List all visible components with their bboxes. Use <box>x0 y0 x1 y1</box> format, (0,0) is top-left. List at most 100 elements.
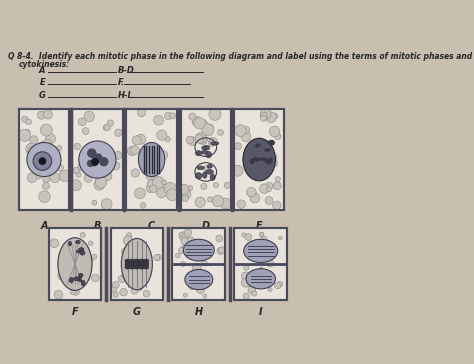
Circle shape <box>147 180 155 188</box>
Circle shape <box>123 236 132 245</box>
Circle shape <box>248 273 252 277</box>
Circle shape <box>198 135 208 145</box>
Circle shape <box>104 124 110 131</box>
Circle shape <box>265 182 273 190</box>
Circle shape <box>103 146 111 153</box>
Circle shape <box>155 149 161 156</box>
Circle shape <box>202 261 208 266</box>
Circle shape <box>201 183 207 190</box>
Text: cytokinesis:: cytokinesis: <box>18 60 70 69</box>
Circle shape <box>164 182 176 195</box>
Ellipse shape <box>76 250 80 253</box>
Ellipse shape <box>79 273 83 277</box>
Circle shape <box>81 157 90 166</box>
Circle shape <box>120 288 128 296</box>
Circle shape <box>150 185 157 193</box>
Circle shape <box>58 272 66 280</box>
Circle shape <box>95 177 107 188</box>
Circle shape <box>246 187 256 197</box>
Ellipse shape <box>144 265 149 269</box>
Ellipse shape <box>264 149 271 152</box>
Circle shape <box>27 147 36 155</box>
Circle shape <box>44 110 53 119</box>
Bar <box>173 229 225 300</box>
Circle shape <box>49 153 58 162</box>
Ellipse shape <box>129 262 135 266</box>
Circle shape <box>107 120 113 126</box>
Ellipse shape <box>68 241 72 246</box>
Circle shape <box>268 288 272 292</box>
Circle shape <box>219 247 225 253</box>
Circle shape <box>80 232 85 237</box>
Ellipse shape <box>144 259 149 263</box>
Circle shape <box>25 129 30 134</box>
Circle shape <box>118 275 126 283</box>
Circle shape <box>99 157 109 166</box>
Circle shape <box>195 197 205 207</box>
Circle shape <box>259 184 269 193</box>
Circle shape <box>146 170 156 180</box>
Text: B: B <box>94 221 101 231</box>
Circle shape <box>209 141 214 146</box>
Ellipse shape <box>264 160 269 163</box>
Circle shape <box>37 111 46 119</box>
Circle shape <box>115 129 122 136</box>
Ellipse shape <box>210 174 215 180</box>
Ellipse shape <box>202 172 207 178</box>
Ellipse shape <box>205 146 210 150</box>
Ellipse shape <box>206 151 211 158</box>
Ellipse shape <box>202 146 209 150</box>
Ellipse shape <box>69 278 73 282</box>
Bar <box>127 109 177 210</box>
Ellipse shape <box>255 144 259 148</box>
Bar <box>110 229 163 300</box>
Circle shape <box>208 197 213 202</box>
Circle shape <box>26 119 31 124</box>
Ellipse shape <box>134 265 139 269</box>
Ellipse shape <box>79 248 84 251</box>
Ellipse shape <box>134 259 139 263</box>
Circle shape <box>95 176 105 186</box>
Bar <box>235 229 287 300</box>
Ellipse shape <box>256 143 261 147</box>
Circle shape <box>18 129 31 141</box>
Ellipse shape <box>138 143 165 177</box>
Ellipse shape <box>201 150 208 154</box>
Circle shape <box>113 292 118 297</box>
Circle shape <box>114 163 119 168</box>
Circle shape <box>35 172 42 179</box>
Circle shape <box>123 262 132 272</box>
Text: H: H <box>195 308 203 317</box>
Circle shape <box>46 134 55 143</box>
Circle shape <box>235 143 241 150</box>
Text: A: A <box>40 221 48 231</box>
Circle shape <box>123 250 128 254</box>
Bar <box>19 109 69 210</box>
Circle shape <box>237 200 246 208</box>
Circle shape <box>270 159 278 167</box>
Circle shape <box>27 173 37 182</box>
Circle shape <box>104 163 112 171</box>
Circle shape <box>87 149 97 158</box>
Bar <box>235 229 287 300</box>
Ellipse shape <box>250 158 255 165</box>
Circle shape <box>165 136 170 142</box>
Circle shape <box>261 276 268 282</box>
Circle shape <box>184 229 191 236</box>
Circle shape <box>187 137 196 145</box>
Circle shape <box>43 182 49 190</box>
Circle shape <box>128 250 137 259</box>
Bar <box>49 229 101 300</box>
Circle shape <box>112 282 119 288</box>
Circle shape <box>38 157 46 165</box>
Circle shape <box>208 126 213 131</box>
Circle shape <box>154 254 160 261</box>
Circle shape <box>92 200 97 205</box>
Circle shape <box>84 174 92 182</box>
Circle shape <box>179 184 189 194</box>
Circle shape <box>73 289 79 295</box>
Circle shape <box>182 195 189 202</box>
Circle shape <box>209 108 221 120</box>
Bar <box>127 109 177 210</box>
Circle shape <box>43 139 51 147</box>
